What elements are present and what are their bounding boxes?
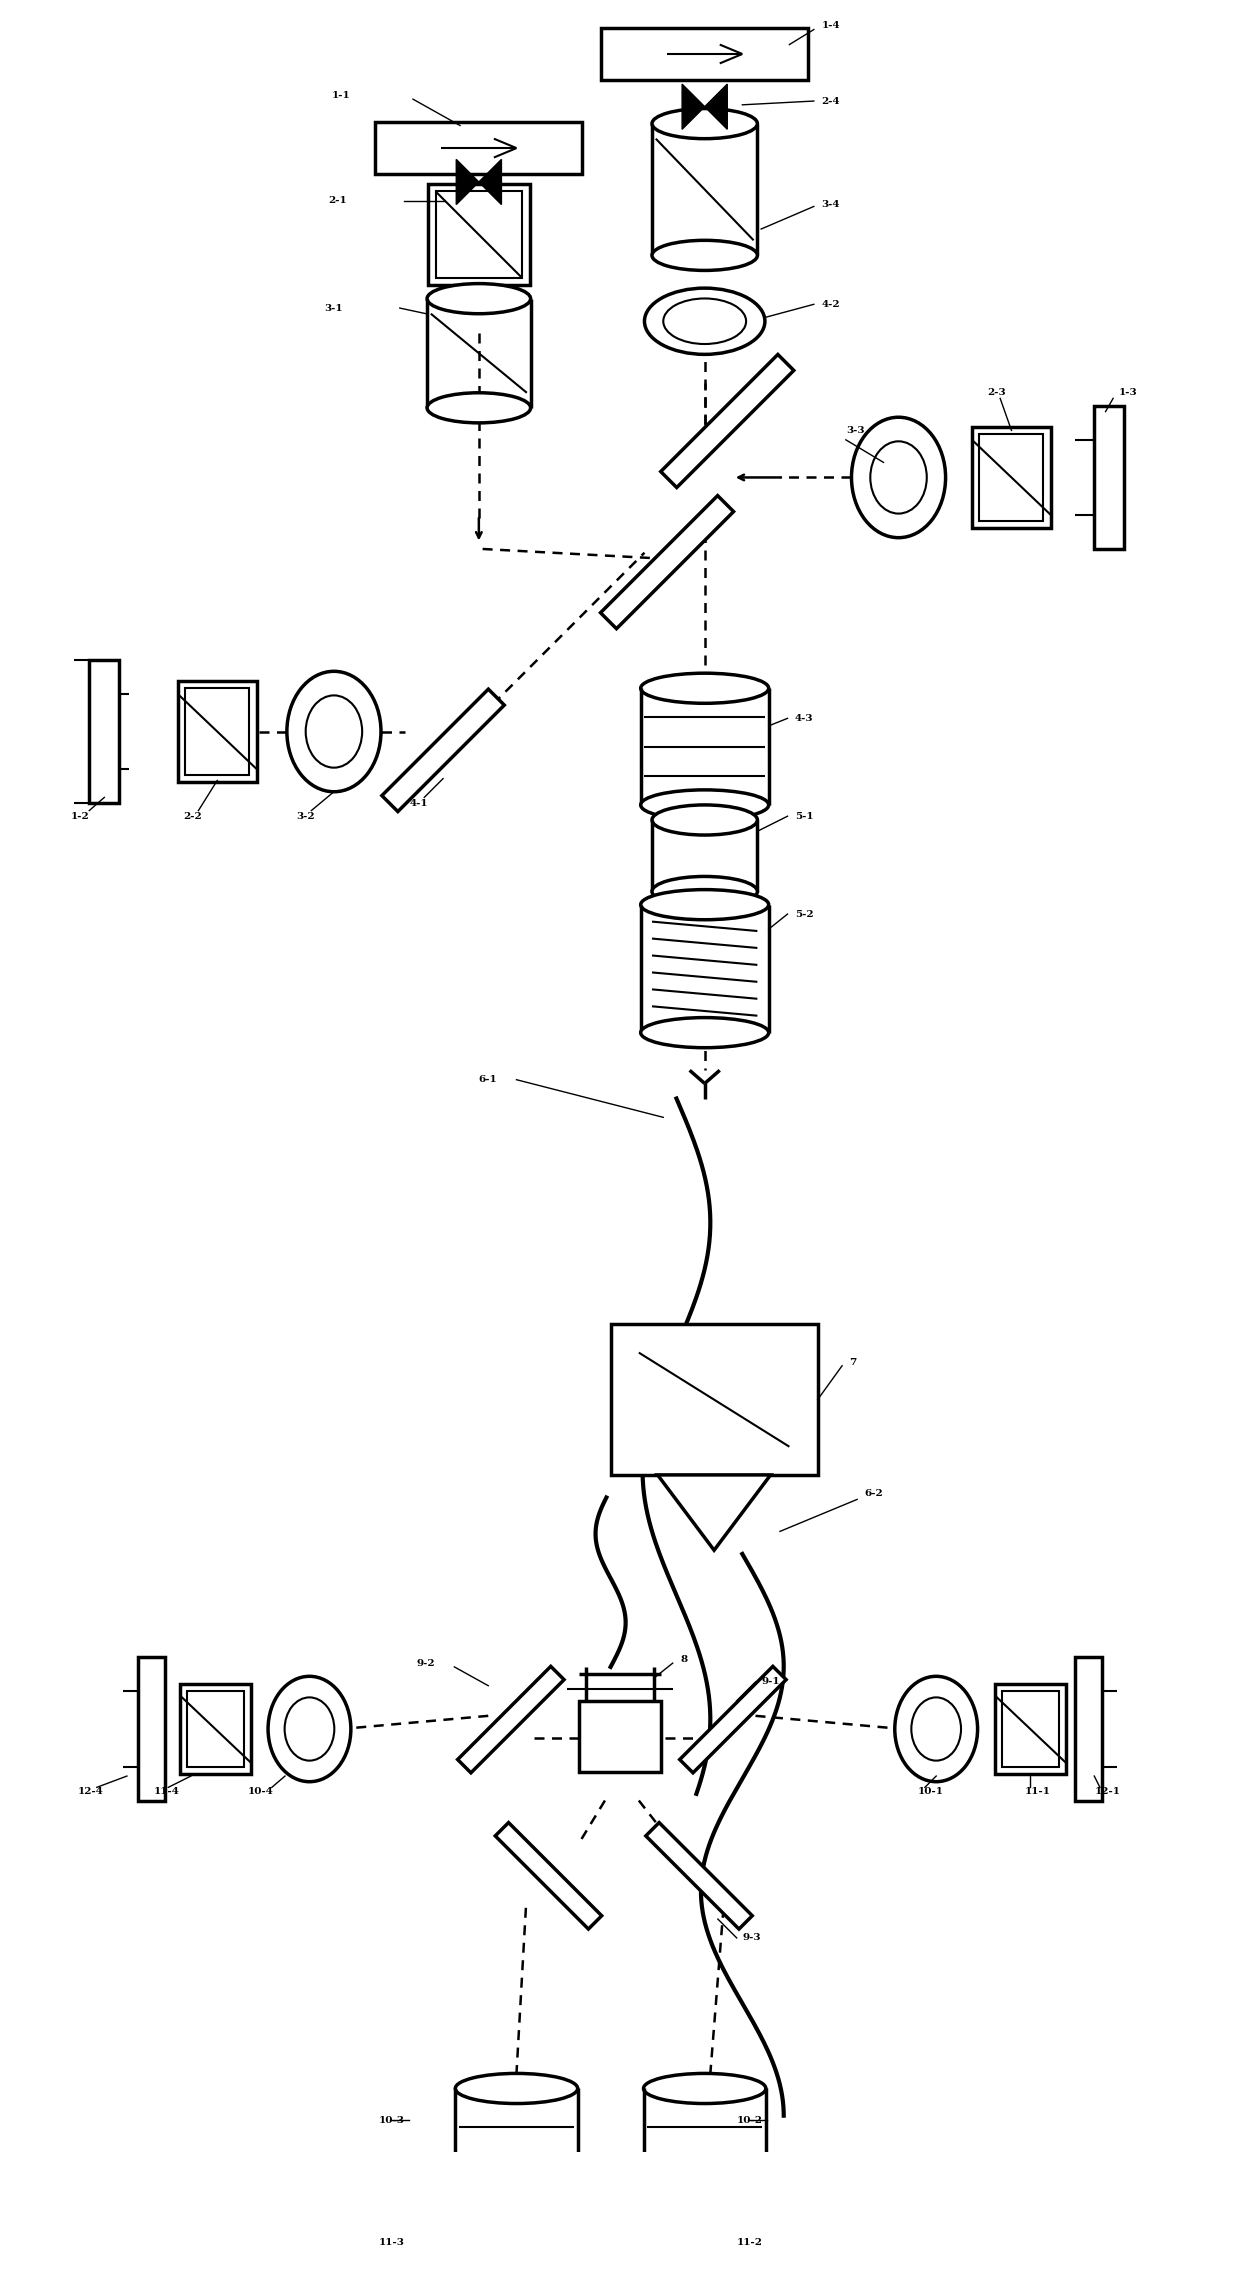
Polygon shape: [646, 1823, 753, 1930]
Text: 5-1: 5-1: [795, 812, 813, 821]
Bar: [435, 192, 522, 278]
Ellipse shape: [455, 2073, 578, 2103]
Text: 12-1: 12-1: [1094, 1786, 1120, 1795]
Text: 2-2: 2-2: [184, 812, 202, 821]
Bar: [1075, 1658, 1102, 1800]
Text: 8: 8: [681, 1656, 687, 1663]
Text: 3-4: 3-4: [821, 201, 839, 210]
Text: 6-1: 6-1: [479, 1074, 497, 1083]
Bar: [610, 1325, 817, 1476]
Ellipse shape: [895, 1677, 977, 1781]
Polygon shape: [682, 84, 728, 130]
Ellipse shape: [455, 2190, 578, 2219]
Text: 6-2: 6-2: [864, 1489, 883, 1499]
Text: 1-1: 1-1: [332, 91, 351, 100]
Bar: [180, 1683, 252, 1775]
Text: 4-2: 4-2: [821, 299, 839, 308]
Text: 9-3: 9-3: [743, 1934, 761, 1943]
Bar: [376, 121, 583, 173]
Ellipse shape: [427, 392, 531, 422]
Polygon shape: [680, 1667, 786, 1772]
Ellipse shape: [644, 2073, 766, 2103]
Bar: [972, 427, 1052, 529]
Polygon shape: [495, 1823, 601, 1930]
Text: 10-2: 10-2: [737, 2117, 763, 2126]
Polygon shape: [456, 160, 501, 205]
Ellipse shape: [652, 240, 758, 271]
Text: 12-4: 12-4: [78, 1786, 104, 1795]
Text: 10-4: 10-4: [247, 1786, 273, 1795]
Ellipse shape: [645, 287, 765, 354]
Bar: [980, 433, 1043, 520]
Polygon shape: [600, 495, 734, 630]
Polygon shape: [382, 689, 505, 812]
Ellipse shape: [268, 1677, 351, 1781]
Bar: [994, 1683, 1066, 1775]
Ellipse shape: [663, 299, 746, 344]
Text: 7: 7: [849, 1357, 857, 1366]
Bar: [579, 1702, 661, 1772]
Text: 11-1: 11-1: [1024, 1786, 1050, 1795]
Ellipse shape: [852, 417, 946, 538]
Text: 2-1: 2-1: [329, 196, 347, 205]
Ellipse shape: [427, 283, 531, 315]
Bar: [428, 185, 529, 285]
Ellipse shape: [641, 890, 769, 919]
Polygon shape: [657, 1476, 770, 1551]
Bar: [185, 689, 249, 776]
Bar: [138, 1658, 165, 1800]
Text: 11-3: 11-3: [379, 2238, 405, 2247]
Text: 11-4: 11-4: [154, 1786, 179, 1795]
Ellipse shape: [652, 876, 758, 906]
Text: 9-2: 9-2: [417, 1658, 435, 1667]
Text: 10-1: 10-1: [918, 1786, 944, 1795]
Ellipse shape: [285, 1697, 335, 1761]
Bar: [601, 27, 808, 80]
Text: 3-2: 3-2: [296, 812, 315, 821]
Ellipse shape: [306, 696, 362, 769]
Ellipse shape: [652, 109, 758, 139]
Text: 1-4: 1-4: [821, 21, 839, 30]
Ellipse shape: [911, 1697, 961, 1761]
Text: 4-1: 4-1: [409, 798, 428, 807]
Text: 4-3: 4-3: [795, 714, 813, 723]
Ellipse shape: [286, 671, 381, 792]
Ellipse shape: [641, 789, 769, 819]
Bar: [1002, 1693, 1059, 1768]
Text: 9-1: 9-1: [761, 1677, 780, 1686]
Bar: [1094, 406, 1125, 550]
Text: 2-4: 2-4: [821, 96, 839, 105]
Polygon shape: [661, 354, 794, 488]
Text: 1-2: 1-2: [71, 812, 89, 821]
Ellipse shape: [644, 2190, 766, 2219]
Text: 2-3: 2-3: [987, 388, 1006, 397]
Text: 3-3: 3-3: [846, 427, 864, 436]
Bar: [177, 680, 257, 782]
Ellipse shape: [652, 805, 758, 835]
Ellipse shape: [641, 673, 769, 703]
Text: 11-2: 11-2: [737, 2238, 763, 2247]
Polygon shape: [458, 1667, 564, 1772]
Ellipse shape: [641, 1017, 769, 1047]
Ellipse shape: [870, 440, 926, 513]
Bar: [89, 659, 119, 803]
Bar: [187, 1693, 243, 1768]
Text: 3-1: 3-1: [325, 303, 343, 312]
Text: 10-3: 10-3: [379, 2117, 405, 2126]
Text: 1-3: 1-3: [1118, 388, 1137, 397]
Text: 5-2: 5-2: [795, 910, 813, 919]
